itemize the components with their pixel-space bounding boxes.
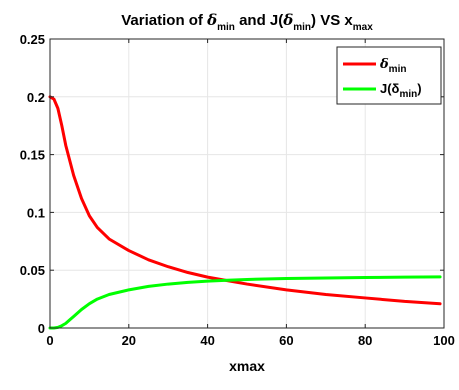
series-line-delta-min bbox=[48, 95, 442, 306]
x-tick-label: 20 bbox=[122, 333, 136, 348]
x-tick-label: 80 bbox=[358, 333, 372, 348]
legend-label-j-delta-min: J(δmin) bbox=[380, 81, 422, 100]
series-lines bbox=[48, 95, 442, 330]
legend-box bbox=[336, 46, 442, 105]
x-tick-label: 100 bbox=[433, 333, 455, 348]
y-tick-label: 0.1 bbox=[27, 205, 45, 220]
legend-label-delta-min: δmin bbox=[379, 57, 406, 75]
y-tick-label: 0.25 bbox=[20, 32, 45, 47]
y-tick-label: 0 bbox=[38, 321, 45, 336]
legend: δmin J(δmin) bbox=[336, 46, 442, 105]
y-tick-label: 0.15 bbox=[20, 148, 45, 163]
y-tick-label: 0.05 bbox=[20, 263, 45, 278]
chart-title: Variation of δmin and J(δmin) VS xmax bbox=[121, 11, 373, 33]
plot-area-border bbox=[49, 38, 445, 329]
title-delta-symbol-2: δ bbox=[282, 11, 293, 29]
x-tick-label: 40 bbox=[200, 333, 214, 348]
x-axis-label: xmax bbox=[229, 358, 265, 374]
x-tick-label: 60 bbox=[279, 333, 293, 348]
title-delta-symbol: δ bbox=[206, 11, 217, 29]
axis-ticks: 0 20 40 60 80 100 0 0.05 0.1 0.15 0.2 0.25 bbox=[20, 32, 455, 348]
series-line-j-delta-min bbox=[48, 275, 442, 330]
y-tick-label: 0.2 bbox=[27, 90, 45, 105]
x-tick-label: 0 bbox=[46, 333, 53, 348]
